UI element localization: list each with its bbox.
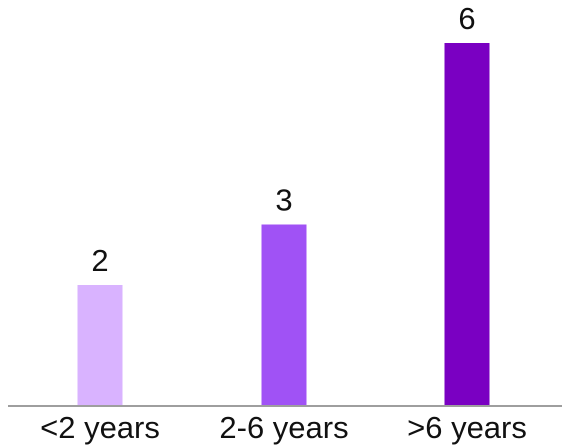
bar-0: [77, 285, 123, 406]
bar-1: [261, 224, 307, 406]
category-label-0: <2 years: [40, 410, 160, 445]
bar-2: [444, 43, 490, 406]
bars-group: [77, 43, 490, 406]
category-label-2: >6 years: [407, 410, 527, 445]
value-label-2: 6: [458, 1, 475, 36]
value-label-0: 2: [91, 243, 108, 278]
category-labels-group: <2 years 2-6 years >6 years: [40, 410, 527, 445]
category-label-1: 2-6 years: [219, 410, 348, 445]
value-label-1: 3: [275, 183, 292, 218]
value-labels-group: 2 3 6: [91, 1, 475, 278]
